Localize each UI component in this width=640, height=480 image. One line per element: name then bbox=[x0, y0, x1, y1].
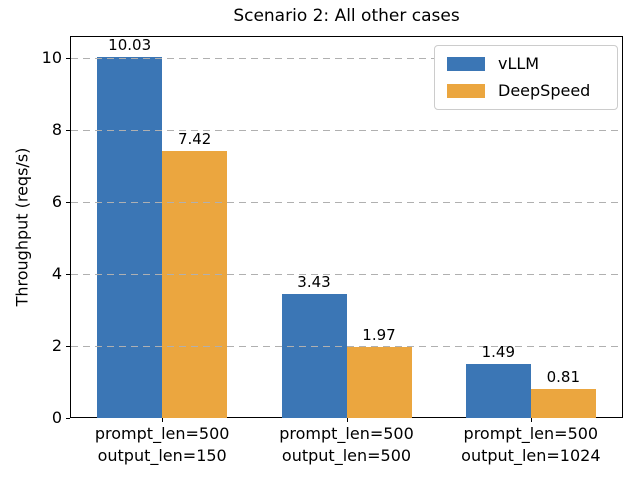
y-tick-label: 2 bbox=[51, 335, 62, 355]
y-tick-label: 6 bbox=[51, 191, 62, 211]
gridline-y10 bbox=[71, 57, 622, 59]
y-tick-mark bbox=[66, 273, 70, 275]
gridline-y6 bbox=[71, 201, 622, 203]
gridline-y4 bbox=[71, 273, 622, 275]
y-tick-label: 4 bbox=[51, 263, 62, 283]
y-tick-mark bbox=[66, 201, 70, 203]
legend-entry-deepspeed: DeepSpeed bbox=[447, 80, 605, 102]
bar-value-label: 1.49 bbox=[481, 343, 516, 362]
x-tick-mark bbox=[530, 418, 532, 422]
bar-vllm-1 bbox=[281, 294, 347, 418]
bar-value-label: 3.43 bbox=[297, 273, 331, 292]
legend-entry-vllm: vLLM bbox=[447, 53, 605, 75]
y-tick-label: 8 bbox=[51, 119, 62, 139]
x-tick-label-line: prompt_len=500 bbox=[463, 424, 599, 443]
bar-value-label: 1.97 bbox=[362, 326, 396, 344]
bar-vllm-2 bbox=[465, 364, 531, 418]
y-tick-label: 10 bbox=[41, 47, 62, 67]
x-tick-label-2: prompt_len=500 output_len=1024 bbox=[461, 423, 600, 467]
x-tick-mark bbox=[346, 418, 348, 422]
chart-title: Scenario 2: All other cases bbox=[233, 6, 460, 26]
x-tick-label-0: prompt_len=500 output_len=150 bbox=[95, 423, 230, 467]
x-tick-label-line: output_len=1024 bbox=[461, 446, 601, 465]
legend-label-deepspeed: DeepSpeed bbox=[498, 81, 591, 100]
bar-vllm-0 bbox=[97, 56, 163, 418]
x-tick-label-1: prompt_len=500 output_len=500 bbox=[279, 423, 414, 467]
x-tick-label-line: prompt_len=500 bbox=[279, 424, 414, 443]
bar-deepspeed-2 bbox=[530, 388, 596, 418]
gridline-y8 bbox=[71, 129, 622, 131]
legend-label-vllm: vLLM bbox=[498, 54, 540, 73]
x-tick-label-line: output_len=150 bbox=[97, 446, 227, 465]
legend-swatch-vllm bbox=[447, 57, 485, 71]
x-tick-label-line: prompt_len=500 bbox=[94, 424, 230, 443]
bar-value-label: 10.03 bbox=[108, 35, 152, 54]
x-tick-mark bbox=[162, 418, 164, 422]
bar-value-label: 7.42 bbox=[177, 129, 212, 148]
y-tick-mark bbox=[66, 345, 70, 347]
gridline-y2 bbox=[71, 345, 622, 347]
legend: vLLM DeepSpeed bbox=[434, 45, 618, 110]
bar-value-label: 0.81 bbox=[546, 367, 581, 386]
y-tick-mark bbox=[66, 57, 70, 59]
bar-deepspeed-0 bbox=[162, 150, 228, 418]
legend-swatch-deepspeed bbox=[447, 84, 485, 98]
y-tick-mark bbox=[66, 129, 70, 131]
bar-deepspeed-1 bbox=[346, 347, 412, 418]
x-tick-label-line: output_len=500 bbox=[281, 446, 412, 465]
y-tick-mark bbox=[66, 418, 70, 419]
y-tick-label: 0 bbox=[51, 408, 62, 427]
